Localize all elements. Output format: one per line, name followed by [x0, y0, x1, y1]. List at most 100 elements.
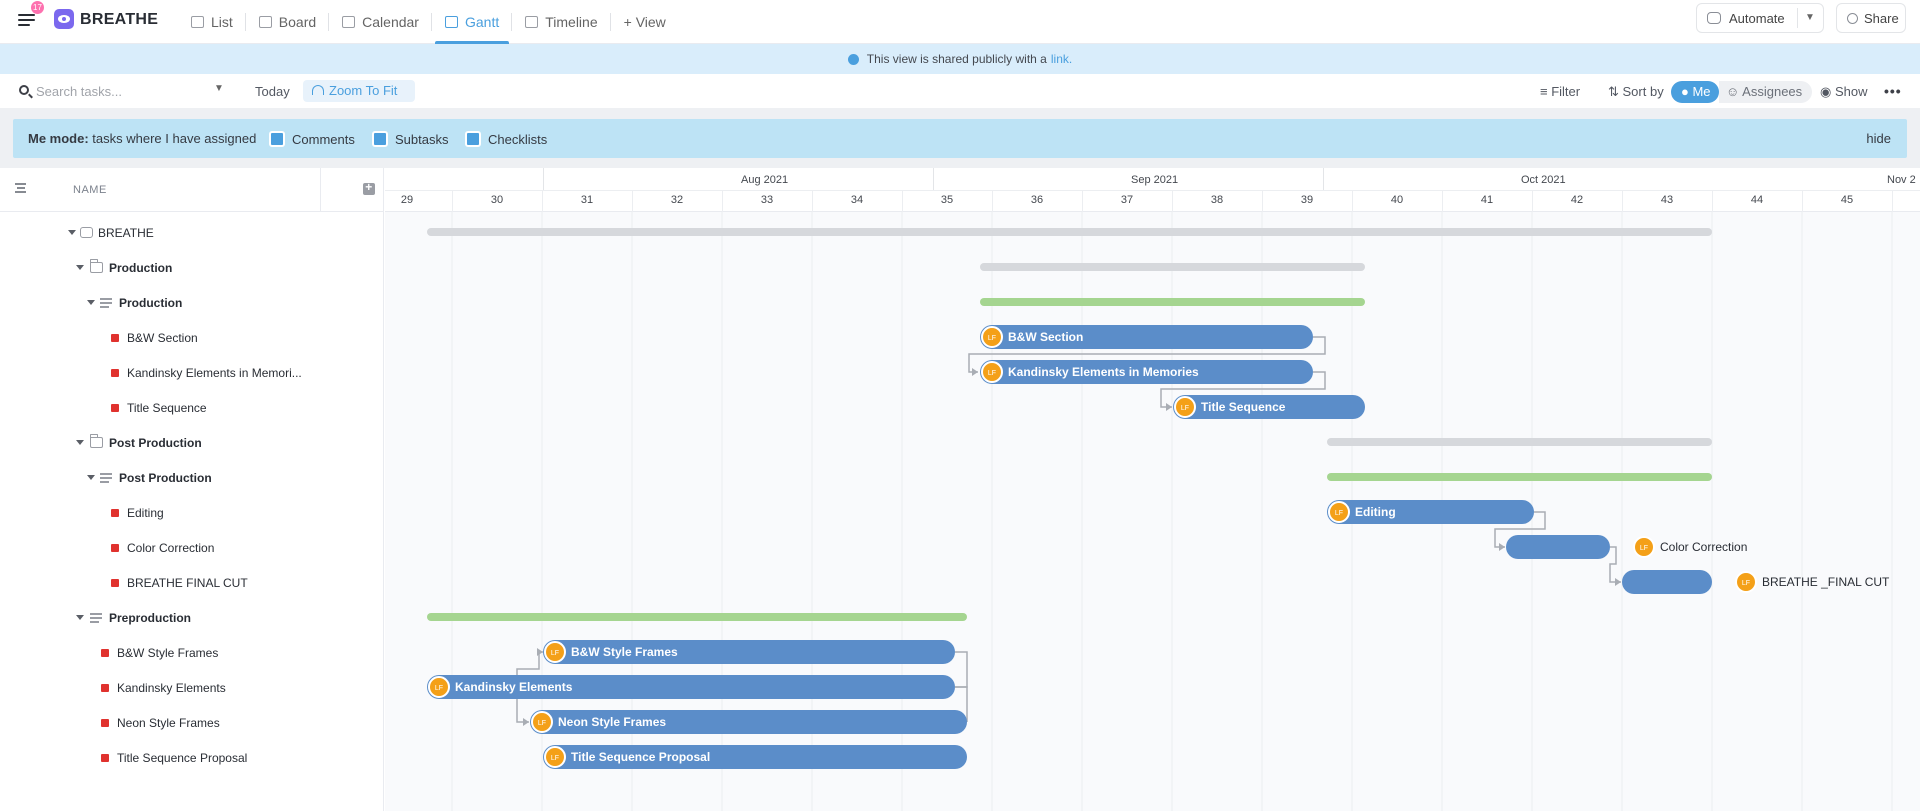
list-progress-bar[interactable] [980, 298, 1365, 306]
assignee-avatar[interactable] [1633, 536, 1655, 558]
tab-gantt[interactable]: Gantt [432, 0, 511, 44]
chevron-down-icon[interactable]: ▼ [214, 83, 224, 94]
task-bar[interactable] [427, 675, 955, 699]
assignee-avatar[interactable] [1735, 571, 1757, 593]
task-bar[interactable] [543, 745, 967, 769]
menu-icon[interactable] [16, 9, 38, 31]
view-tabs: List Board Calendar Gantt Timeline + Vie… [178, 0, 678, 44]
row-label: BREATHE [98, 226, 154, 240]
caret-down-icon[interactable] [87, 300, 95, 305]
assignee-avatar[interactable] [531, 711, 553, 733]
dependency-line [968, 336, 1326, 373]
task-row[interactable]: Editing [0, 496, 383, 531]
list-row[interactable]: Production [0, 286, 383, 321]
status-square-icon[interactable] [101, 754, 109, 762]
folder-row[interactable]: Production [0, 251, 383, 286]
status-square-icon[interactable] [111, 334, 119, 342]
space-summary-bar[interactable] [427, 228, 1712, 236]
assignee-avatar[interactable] [544, 641, 566, 663]
week-divider [1802, 190, 1803, 212]
tab-list[interactable]: List [178, 0, 245, 44]
status-square-icon[interactable] [111, 544, 119, 552]
space-row[interactable]: BREATHE [0, 216, 383, 251]
assignee-avatar[interactable] [981, 361, 1003, 383]
task-row[interactable]: Title Sequence [0, 391, 383, 426]
hide-button[interactable]: hide [1866, 131, 1891, 146]
checklists-checkbox[interactable]: Checklists [465, 131, 547, 147]
tab-calendar[interactable]: Calendar [329, 0, 431, 44]
task-row[interactable]: Neon Style Frames [0, 706, 383, 741]
me-toggle[interactable]: ● Me [1671, 81, 1719, 103]
zoom-to-fit-button[interactable]: Zoom To Fit [303, 80, 415, 102]
status-square-icon[interactable] [111, 579, 119, 587]
assignees-button[interactable]: ☺ Assignees [1719, 81, 1812, 103]
task-row[interactable]: BREATHE FINAL CUT [0, 566, 383, 601]
row-label: Post Production [109, 436, 202, 450]
filter-button[interactable]: ≡ Filter [1540, 84, 1581, 99]
assignee-avatar[interactable] [544, 746, 566, 768]
task-bar[interactable] [980, 360, 1313, 384]
avatar-initials: LF [988, 335, 996, 342]
folder-summary-bar[interactable] [980, 263, 1365, 271]
task-bar[interactable] [1506, 535, 1610, 559]
list-row[interactable]: Preproduction [0, 601, 383, 636]
caret-down-icon[interactable] [76, 615, 84, 620]
list-row[interactable]: Post Production [0, 461, 383, 496]
task-row[interactable]: Color Correction [0, 531, 383, 566]
share-button[interactable]: Share [1836, 3, 1906, 33]
task-bar[interactable] [980, 325, 1313, 349]
status-square-icon[interactable] [111, 404, 119, 412]
week-label: 37 [1120, 194, 1134, 206]
caret-down-icon[interactable] [76, 265, 84, 270]
banner-link[interactable]: link. [1050, 52, 1073, 66]
more-icon[interactable]: ••• [1884, 83, 1902, 99]
add-column-button[interactable] [320, 168, 384, 212]
today-button[interactable]: Today [255, 84, 290, 99]
search-input[interactable] [36, 82, 211, 100]
assignee-avatar[interactable] [1174, 396, 1196, 418]
folder-row[interactable]: Post Production [0, 426, 383, 461]
caret-down-icon[interactable] [87, 475, 95, 480]
task-row[interactable]: Kandinsky Elements [0, 671, 383, 706]
status-square-icon[interactable] [111, 509, 119, 517]
tab-divider [609, 13, 611, 31]
row-label: Production [119, 296, 183, 310]
assignee-avatar[interactable] [1328, 501, 1350, 523]
task-bar[interactable] [1622, 570, 1712, 594]
assignee-avatar[interactable] [428, 676, 450, 698]
tab-board[interactable]: Board [246, 0, 328, 44]
comments-checkbox[interactable]: Comments [269, 131, 355, 147]
chevron-down-icon[interactable]: ▼ [1805, 12, 1815, 23]
folder-summary-bar[interactable] [1327, 438, 1712, 446]
task-row[interactable]: B&W Style Frames [0, 636, 383, 671]
task-row[interactable]: B&W Section [0, 321, 383, 356]
status-square-icon[interactable] [101, 684, 109, 692]
task-bar[interactable] [530, 710, 967, 734]
space-name[interactable]: BREATHE [80, 11, 159, 28]
task-row[interactable]: Kandinsky Elements in Memori... [0, 356, 383, 391]
list-progress-bar[interactable] [1327, 473, 1712, 481]
task-bar[interactable] [1327, 500, 1534, 524]
assignee-avatar[interactable] [981, 326, 1003, 348]
month-label: Aug 2021 [741, 174, 789, 186]
add-view-button[interactable]: + View [623, 14, 666, 30]
automate-button[interactable]: Automate ▼ [1696, 3, 1824, 33]
task-bar[interactable] [1173, 395, 1365, 419]
filter-label: Filter [1551, 84, 1581, 99]
task-bar[interactable] [543, 640, 955, 664]
subtasks-checkbox[interactable]: Subtasks [372, 131, 448, 147]
collapse-sidebar-icon[interactable] [12, 182, 26, 193]
gantt-timeline-header: Aug 2021 Sep 2021 Oct 2021 Nov 2 29 30 31 32 33 3… [385, 168, 1920, 212]
status-square-icon[interactable] [101, 649, 109, 657]
status-square-icon[interactable] [101, 719, 109, 727]
tab-timeline[interactable]: Timeline [512, 0, 609, 44]
task-row[interactable]: Title Sequence Proposal [0, 741, 383, 776]
week-label: 33 [760, 194, 774, 206]
show-button[interactable]: ◉ Show [1820, 84, 1868, 99]
caret-down-icon[interactable] [68, 230, 76, 235]
list-progress-bar[interactable] [427, 613, 967, 621]
caret-down-icon[interactable] [76, 440, 84, 445]
status-square-icon[interactable] [111, 369, 119, 377]
sort-button[interactable]: ⇅ Sort by [1608, 84, 1664, 99]
name-column-header[interactable]: NAME [73, 184, 107, 196]
